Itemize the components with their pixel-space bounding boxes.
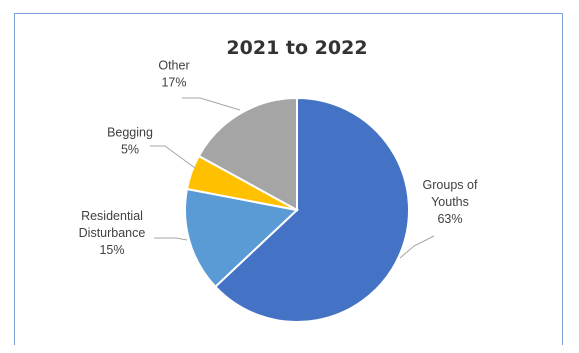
data-label-percent: 63% <box>437 212 462 226</box>
pie-slice-groups-of-youths <box>213 96 410 323</box>
data-label-percent: 5% <box>121 143 139 157</box>
data-label: Other 17% <box>158 59 189 90</box>
data-label-percent: 17% <box>161 76 186 90</box>
data-label-category: Groups of <box>423 178 478 192</box>
data-label-category: Youths <box>431 195 469 209</box>
chart-title: 2021 to 2022 <box>226 37 367 59</box>
data-label-category: Begging <box>107 126 153 140</box>
data-label-percent: 15% <box>99 243 124 257</box>
leader-line <box>399 235 435 259</box>
pie-slice-residential-disturbance <box>184 187 300 289</box>
leader-lines <box>150 97 435 259</box>
pie-slice-other <box>197 96 298 212</box>
data-label: Residential Disturbance 15% <box>79 209 146 257</box>
data-label: Begging 5% <box>107 126 153 157</box>
data-label-category: Residential <box>81 209 143 223</box>
data-labels: Groups of Youths 63% Residential Disturbance… <box>79 59 478 258</box>
leader-line <box>150 145 196 169</box>
pie-slices <box>184 96 410 323</box>
data-label: Groups of Youths 63% <box>423 178 478 226</box>
leader-line <box>154 237 188 241</box>
leader-line <box>182 97 241 111</box>
data-label-category: Disturbance <box>79 226 146 240</box>
data-label-category: Other <box>158 59 189 73</box>
